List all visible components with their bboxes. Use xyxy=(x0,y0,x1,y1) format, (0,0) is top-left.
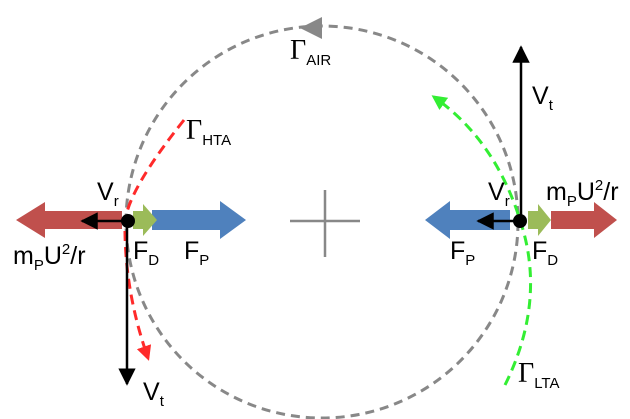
p-subscript: P xyxy=(566,193,577,210)
p-subscript: P xyxy=(33,257,44,274)
v-symbol: V xyxy=(532,82,549,110)
left-fd-label: FD xyxy=(133,237,159,269)
gamma-symbol: Γ xyxy=(186,115,203,146)
v-symbol: V xyxy=(143,378,160,406)
gamma-lta-label: ΓLTA xyxy=(518,358,559,392)
lta-trajectory xyxy=(431,95,532,386)
squared-superscript: 2 xyxy=(61,241,71,258)
hta-subscript: HTA xyxy=(202,132,232,149)
left-vr-label: Vr xyxy=(97,178,119,210)
left-fp-label: FP xyxy=(184,237,209,269)
v-symbol: V xyxy=(488,178,505,206)
r-subscript: r xyxy=(113,193,119,210)
orbit-direction-arrow xyxy=(300,17,322,39)
right-fp-label: FP xyxy=(450,237,475,269)
p-subscript: P xyxy=(199,252,210,269)
right-fd-label: FD xyxy=(532,237,558,269)
gamma-hta-label: ΓHTA xyxy=(186,115,231,149)
gamma-air-label: ΓAIR xyxy=(290,35,331,69)
f-symbol: F xyxy=(184,237,200,265)
f-symbol: F xyxy=(532,237,548,265)
m-symbol: m xyxy=(546,178,567,206)
d-subscript: D xyxy=(547,252,559,269)
f-symbol: F xyxy=(133,237,149,265)
right-centrifugal-force-arrow xyxy=(551,202,617,238)
per-r-text: /r xyxy=(603,178,619,206)
gamma-symbol: Γ xyxy=(518,358,535,389)
v-symbol: V xyxy=(97,178,114,206)
left-propulsion-force-arrow xyxy=(152,201,246,239)
p-subscript: P xyxy=(465,252,476,269)
right-centrifugal-label: mPU2/r xyxy=(546,177,619,209)
lta-subscript: LTA xyxy=(534,375,560,392)
m-symbol: m xyxy=(13,242,34,270)
gamma-symbol: Γ xyxy=(290,35,307,66)
per-r-text: /r xyxy=(70,242,86,270)
air-subscript: AIR xyxy=(306,52,332,69)
right-vt-label: Vt xyxy=(532,82,553,114)
left-particle xyxy=(121,214,135,228)
u-symbol: U xyxy=(43,242,62,270)
u-symbol: U xyxy=(576,178,595,206)
left-drag-force-arrow xyxy=(133,204,157,236)
left-vt-label: Vt xyxy=(143,378,164,410)
t-subscript: t xyxy=(548,97,553,114)
left-centrifugal-label: mPU2/r xyxy=(13,241,86,273)
r-subscript: r xyxy=(504,193,510,210)
squared-superscript: 2 xyxy=(594,177,604,194)
right-drag-force-arrow xyxy=(528,204,551,236)
t-subscript: t xyxy=(159,393,164,410)
right-particle xyxy=(513,214,527,228)
f-symbol: F xyxy=(450,237,466,265)
d-subscript: D xyxy=(148,252,160,269)
right-vr-label: Vr xyxy=(488,178,510,210)
